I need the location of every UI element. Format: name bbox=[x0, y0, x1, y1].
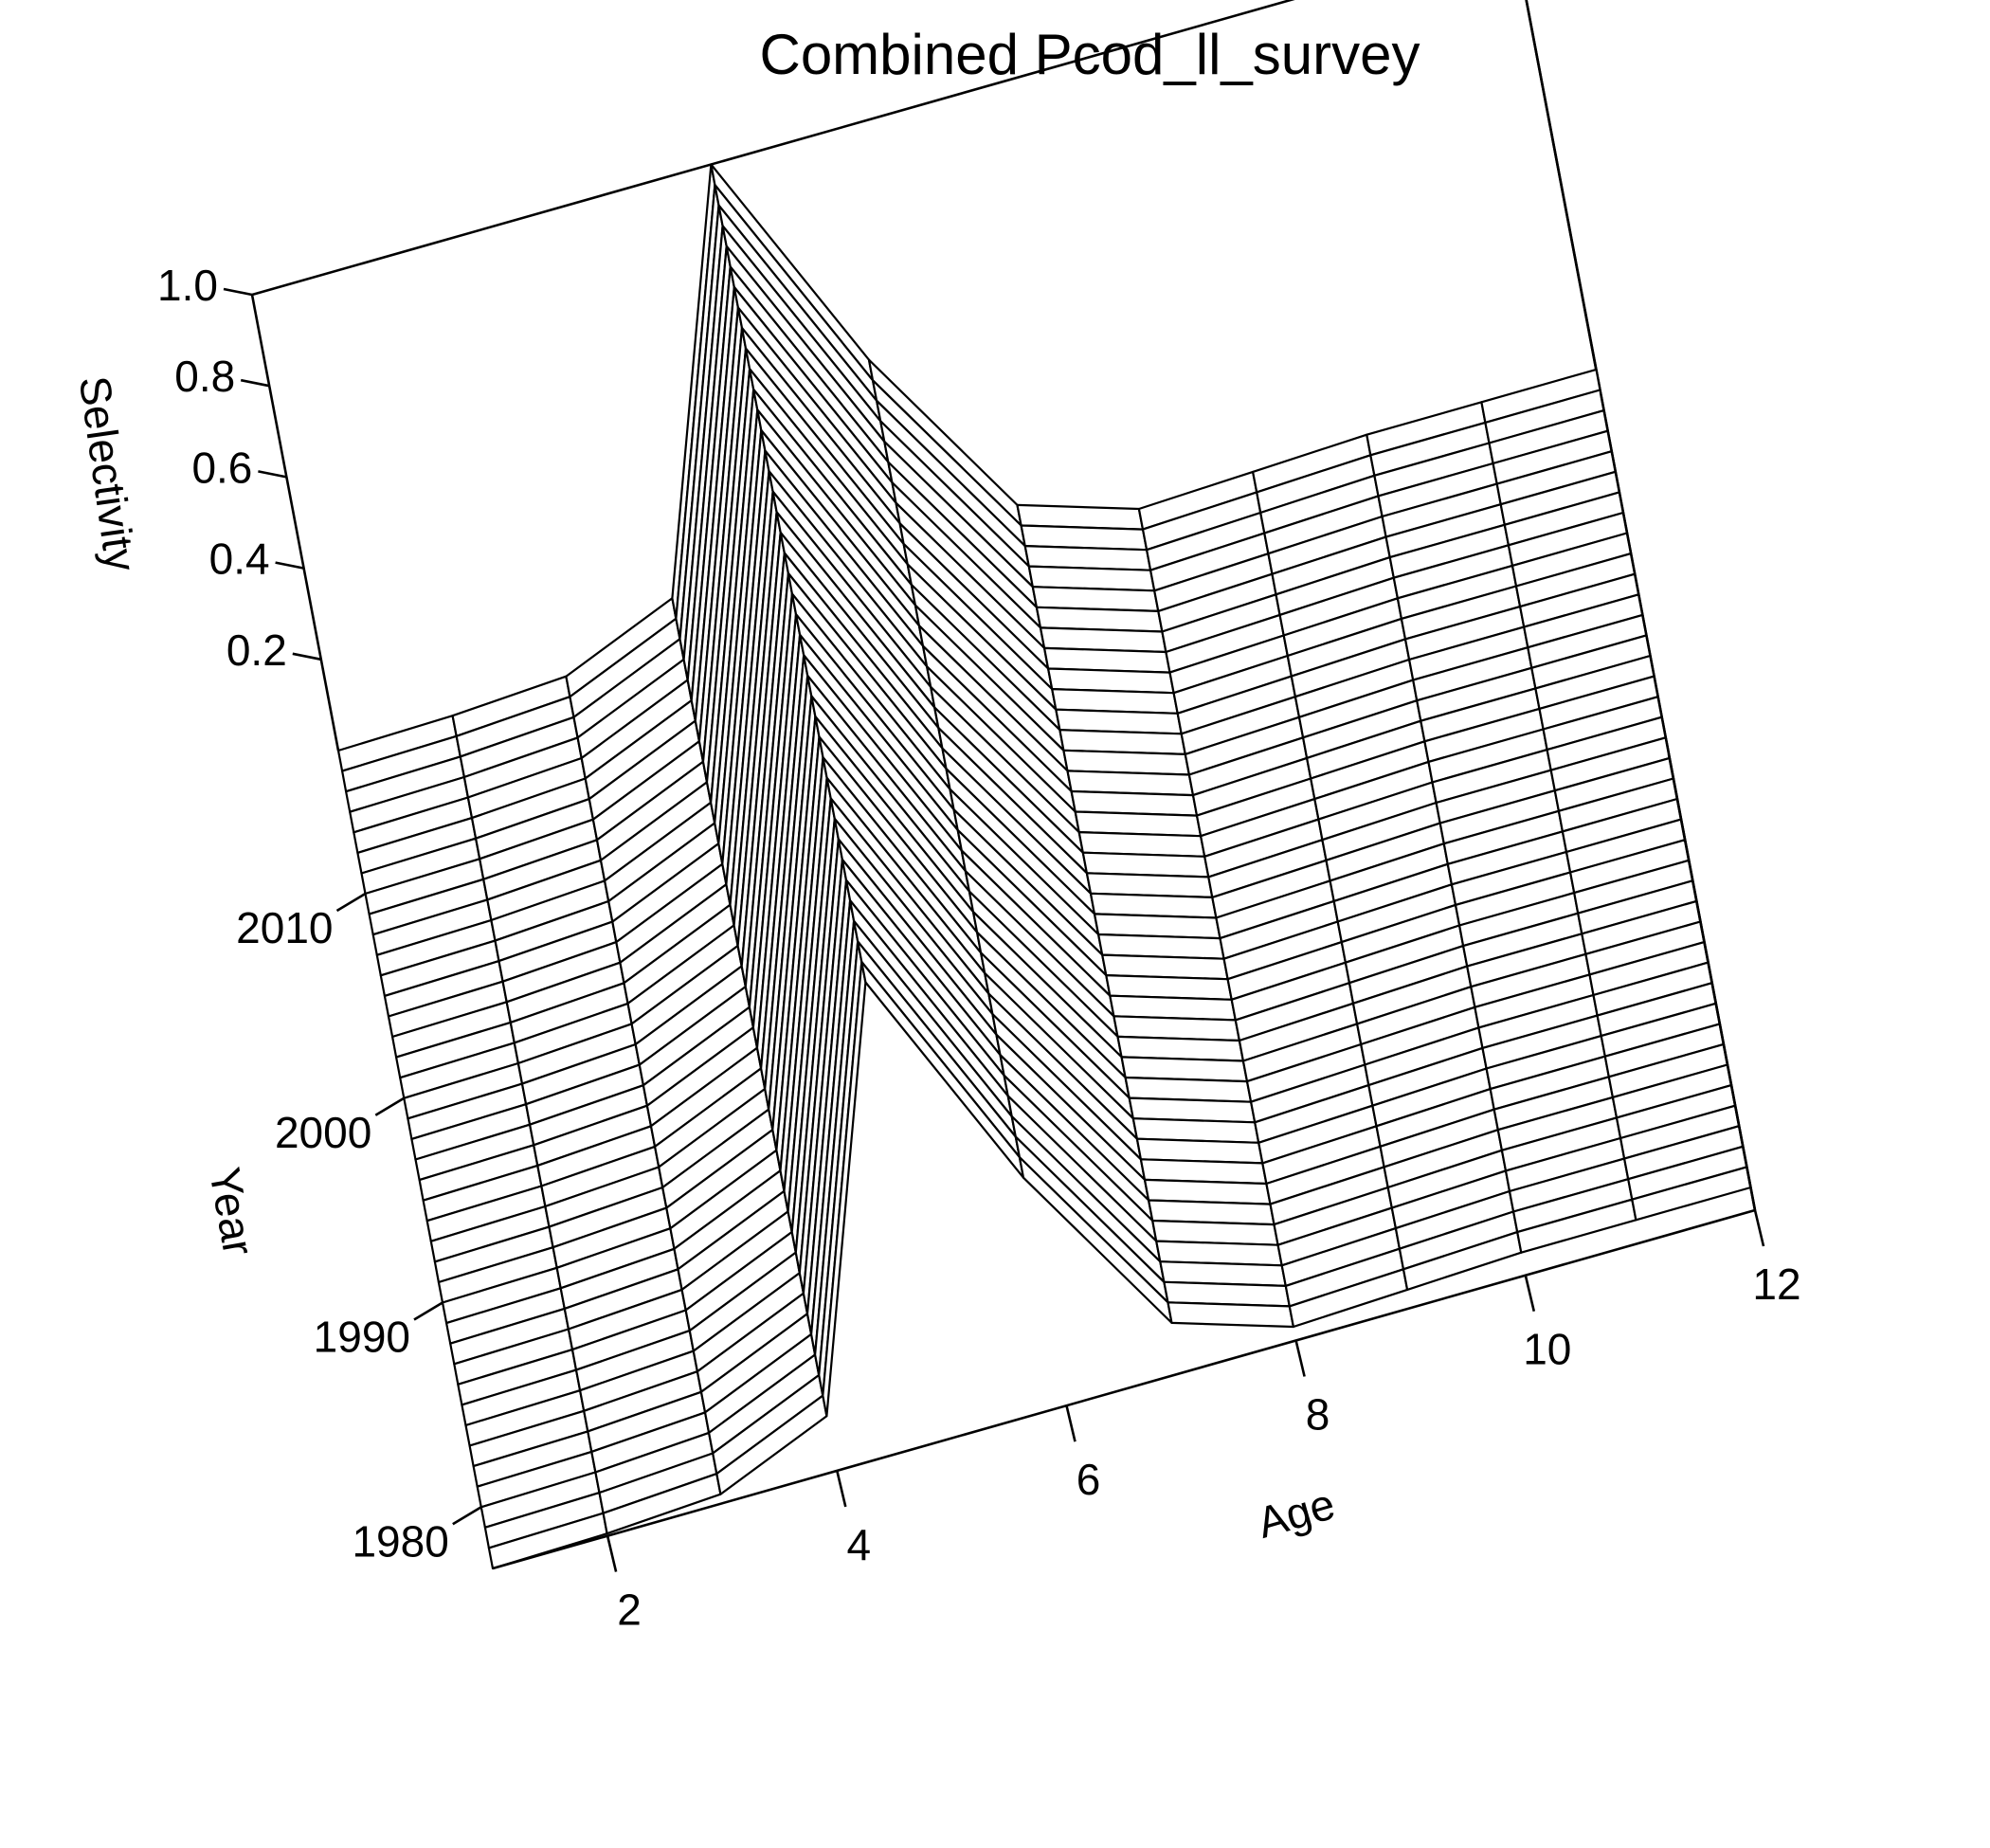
chart-title: Combined Pcod_ll_survey bbox=[759, 23, 1420, 86]
x-tick-mark bbox=[1753, 1209, 1765, 1247]
z-tick-mark bbox=[275, 561, 304, 570]
box-edge bbox=[492, 1208, 1756, 1570]
selectivity-axis: 0.2 0.4 0.6 0.8 1.0 bbox=[157, 261, 322, 675]
z-tick-mark bbox=[258, 470, 287, 479]
x-tick-mark bbox=[606, 1535, 618, 1572]
y-tick-label: 2000 bbox=[275, 1108, 371, 1157]
y-tick-mark bbox=[413, 1301, 443, 1321]
x-tick-mark bbox=[836, 1470, 847, 1508]
y-tick-label: 1990 bbox=[314, 1313, 410, 1362]
x-tick-label: 2 bbox=[617, 1585, 642, 1635]
z-tick-label: 1.0 bbox=[157, 261, 218, 310]
surface-facet bbox=[1167, 1301, 1295, 1329]
z-tick-label: 0.8 bbox=[174, 352, 235, 401]
z-tick-mark bbox=[292, 652, 322, 661]
y-tick-label: 1980 bbox=[352, 1516, 448, 1566]
box-edge bbox=[1599, 391, 1757, 1211]
box-edge bbox=[251, 0, 1295, 297]
x-tick-mark bbox=[1294, 1340, 1306, 1377]
y-tick-mark bbox=[374, 1096, 405, 1116]
z-tick-label: 0.6 bbox=[191, 443, 252, 492]
x-tick-label: 6 bbox=[1076, 1455, 1101, 1504]
box-edge bbox=[250, 294, 340, 752]
y-tick-mark bbox=[335, 892, 367, 913]
y-axis-label: Year bbox=[200, 1164, 263, 1259]
x-tick-mark bbox=[1065, 1404, 1076, 1442]
z-tick-mark bbox=[240, 378, 270, 388]
x-tick-label: 10 bbox=[1523, 1325, 1571, 1374]
x-tick-label: 12 bbox=[1752, 1259, 1800, 1309]
year-axis: 1980 1990 2000 2010 bbox=[236, 892, 482, 1566]
y-tick-mark bbox=[452, 1506, 482, 1526]
box-edge bbox=[1525, 0, 1602, 393]
z-tick-mark bbox=[223, 287, 253, 297]
z-axis-label: Selectivity bbox=[70, 373, 146, 574]
x-tick-mark bbox=[1524, 1275, 1536, 1312]
age-axis: 2 4 6 8 10 12 bbox=[606, 1209, 1801, 1635]
selectivity-surface bbox=[336, 163, 1752, 1570]
box-front-edges bbox=[492, 391, 1757, 1570]
x-tick-label: 4 bbox=[847, 1520, 872, 1569]
y-tick-label: 2010 bbox=[236, 903, 333, 952]
x-axis-label: Age bbox=[1252, 1478, 1340, 1548]
z-tick-label: 0.2 bbox=[226, 625, 287, 675]
x-tick-label: 8 bbox=[1306, 1390, 1330, 1440]
z-tick-label: 0.4 bbox=[209, 534, 270, 584]
